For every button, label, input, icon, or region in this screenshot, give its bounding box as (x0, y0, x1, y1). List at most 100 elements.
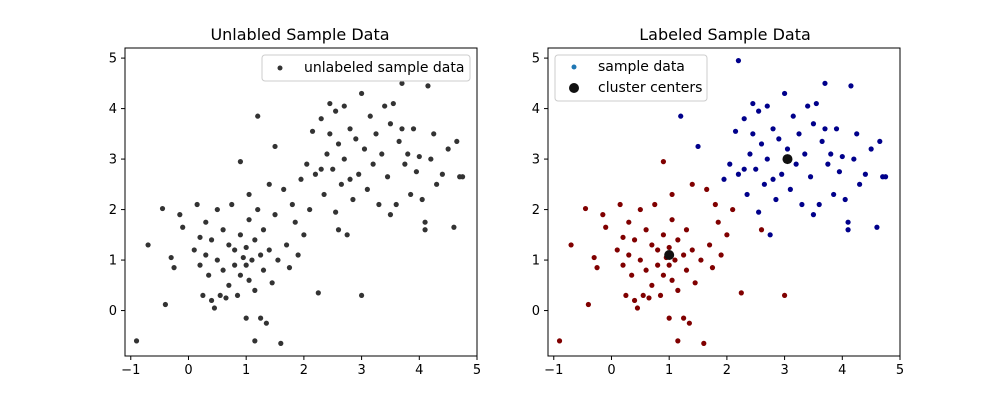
data-point (214, 257, 220, 263)
data-point (631, 297, 638, 304)
data-point (805, 103, 811, 109)
data-point (781, 292, 788, 299)
chart-unlabeled: Unlabled Sample Data −1 0 1 2 3 4 5 0 1 2 3 4 5 unl… (109, 25, 481, 378)
cluster-centers (664, 154, 793, 261)
data-point (223, 295, 229, 301)
data-point (753, 166, 759, 172)
data-point (240, 254, 246, 261)
data-point (741, 166, 747, 172)
data-point (379, 151, 385, 157)
data-point (770, 176, 776, 182)
data-point (226, 282, 232, 288)
data-point (249, 257, 255, 263)
data-point (770, 126, 776, 132)
data-point (756, 209, 762, 215)
data-point (220, 227, 226, 233)
data-point (237, 272, 244, 278)
data-point (652, 201, 658, 208)
legend-label-cluster-centers: cluster centers (598, 80, 702, 96)
data-point (643, 267, 649, 273)
data-point (666, 315, 672, 321)
data-point (208, 237, 215, 243)
data-point (373, 131, 379, 137)
data-point (258, 252, 264, 258)
data-point (724, 232, 730, 238)
data-point (655, 247, 661, 253)
data-point (301, 232, 307, 238)
data-point (634, 305, 641, 311)
data-point (781, 90, 788, 97)
data-point (327, 100, 333, 107)
legend-box (554, 54, 708, 102)
data-point (839, 153, 845, 160)
data-point (603, 224, 609, 230)
x-tick-label: 2 (300, 363, 308, 378)
x-tick-label: 4 (415, 363, 423, 378)
y-tick-label: 4 (532, 102, 540, 117)
data-point (851, 156, 857, 162)
data-point (298, 176, 304, 182)
data-point (289, 201, 295, 208)
data-point (787, 186, 793, 192)
x-tick-label: 0 (184, 363, 192, 378)
data-point (197, 262, 203, 268)
data-point (203, 252, 209, 258)
data-point (784, 146, 791, 152)
data-point (428, 156, 434, 162)
data-point (758, 227, 765, 233)
legend-box (261, 54, 471, 82)
y-tick-label: 5 (109, 52, 117, 67)
data-point (585, 301, 591, 308)
data-point (582, 205, 589, 212)
data-point (335, 227, 342, 233)
data-point (683, 267, 690, 273)
data-point (747, 151, 753, 157)
data-point (776, 136, 782, 142)
data-point (620, 234, 626, 240)
data-point (816, 201, 822, 208)
x-axis-ticks: −1 0 1 2 3 4 5 (544, 356, 904, 378)
data-point (283, 242, 290, 248)
data-point (761, 181, 767, 187)
y-tick-label: 2 (532, 203, 540, 218)
data-point (237, 159, 244, 165)
data-point (431, 131, 437, 137)
data-point (709, 265, 716, 271)
data-point (364, 186, 370, 192)
data-point (333, 108, 339, 114)
data-point (211, 305, 218, 311)
data-point (631, 237, 638, 243)
data-point (882, 174, 889, 180)
data-point (229, 201, 235, 208)
data-points (133, 58, 466, 346)
y-axis-ticks: 0 1 2 3 4 5 (532, 52, 548, 319)
data-point (459, 174, 466, 180)
data-point (790, 113, 796, 119)
data-point (382, 103, 388, 109)
data-point (712, 201, 718, 208)
data-point (822, 126, 828, 132)
data-point (425, 83, 431, 89)
data-point (286, 265, 293, 271)
data-point (243, 244, 249, 251)
data-point (330, 166, 336, 172)
data-point (727, 161, 733, 167)
data-point (217, 292, 223, 299)
data-point (758, 141, 765, 147)
data-point (321, 191, 327, 198)
data-point (750, 100, 756, 107)
x-tick-label: 4 (838, 363, 846, 378)
data-point (660, 159, 667, 165)
data-point (646, 295, 652, 301)
data-point (338, 181, 344, 187)
data-point (197, 234, 203, 240)
data-point (281, 186, 287, 192)
data-point (833, 126, 840, 132)
data-point (845, 227, 851, 233)
data-point (358, 292, 365, 299)
data-point (807, 174, 814, 180)
data-point (180, 224, 186, 230)
data-point (263, 320, 269, 326)
data-point (640, 292, 646, 299)
